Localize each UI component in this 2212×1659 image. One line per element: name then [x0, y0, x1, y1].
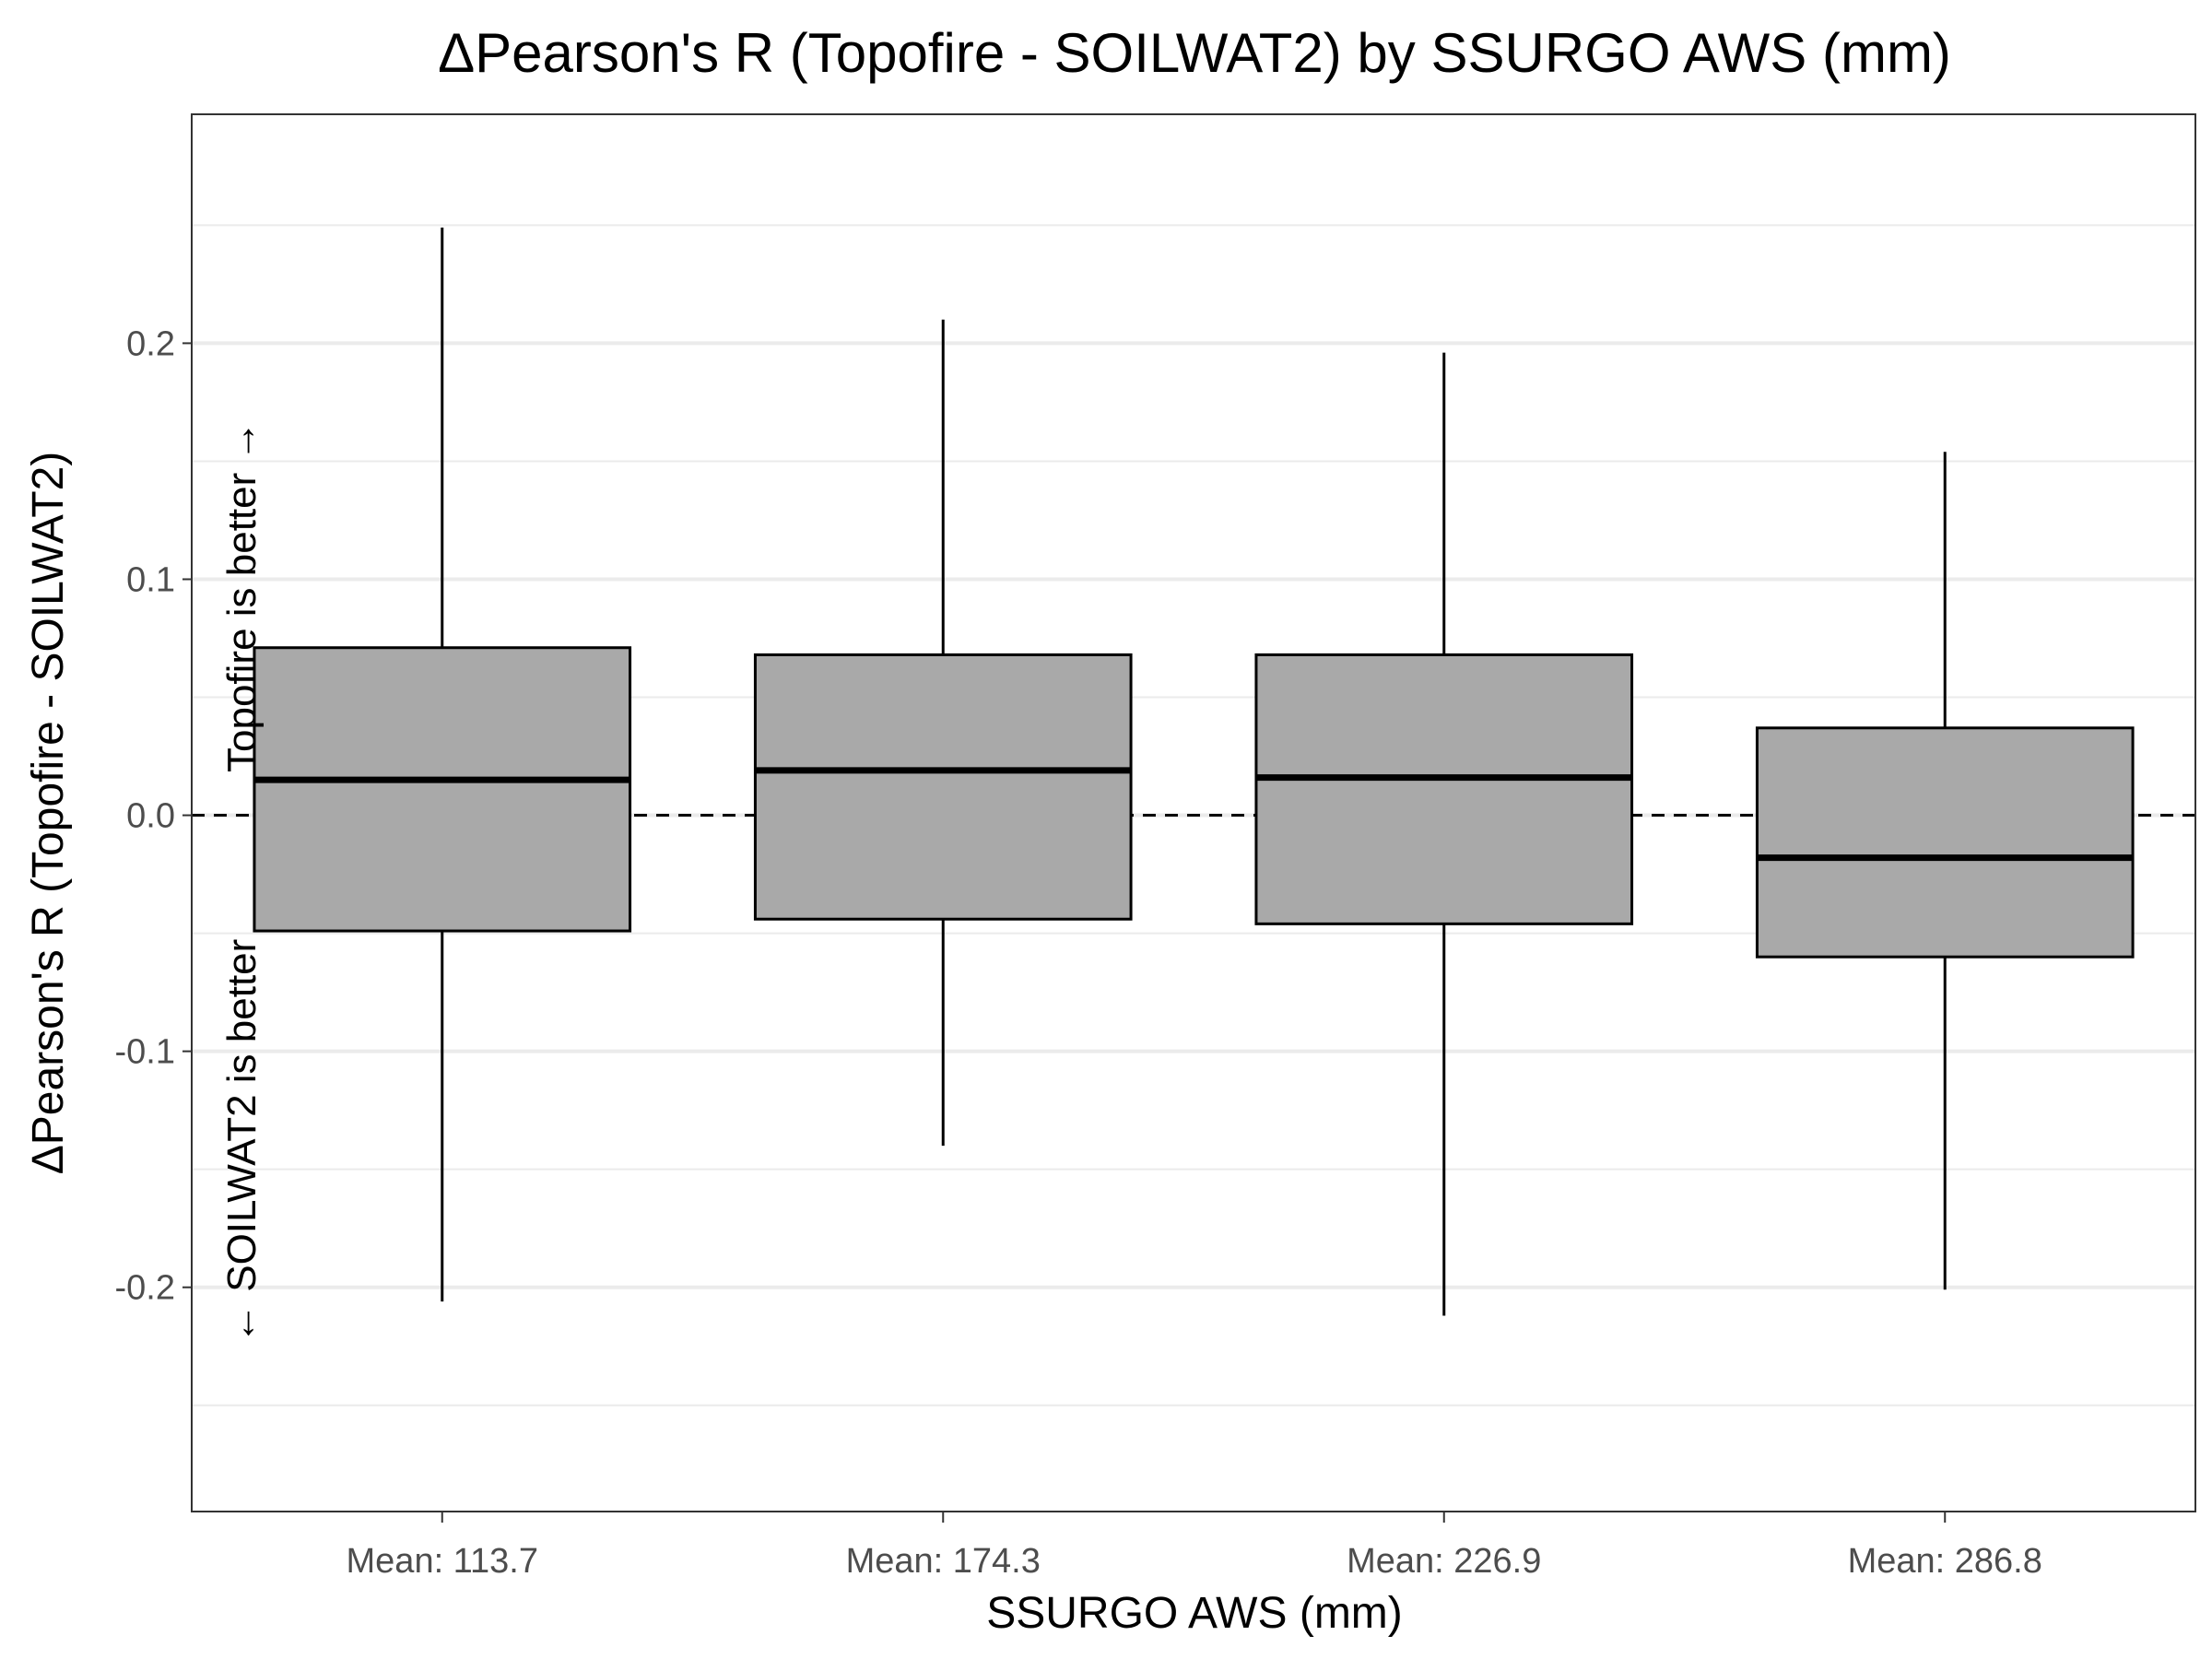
x-tick-label: Mean: 286.8 — [1848, 1542, 2042, 1581]
x-axis: Mean: 113.7 Mean: 174.3 Mean: 226.9 Mean: 2… — [347, 1512, 2042, 1581]
x-tick-label: Mean: 174.3 — [846, 1542, 1041, 1581]
box-group — [1755, 452, 2135, 1290]
box-plots — [253, 227, 2135, 1316]
y-tick-label: -0.2 — [115, 1269, 175, 1308]
box-group — [253, 227, 632, 1302]
plot-panel-border — [191, 113, 2196, 1512]
box-iqr — [1254, 653, 1634, 925]
box-iqr — [253, 646, 632, 933]
y-tick-label: -0.1 — [115, 1033, 175, 1072]
box-group — [753, 319, 1133, 1147]
annotation-soilwat2-better: ← SOILWAT2 is better — [219, 939, 265, 1344]
box-iqr — [1755, 726, 2135, 959]
y-axis-title: ΔPearson's R (Topofire - SOILWAT2) — [24, 452, 73, 1175]
x-tick-label: Mean: 226.9 — [1347, 1542, 1541, 1581]
y-axis: -0.2 -0.1 0.0 0.1 0.2 — [115, 324, 192, 1308]
box-group — [1254, 352, 1634, 1316]
x-tick-label: Mean: 113.7 — [347, 1542, 538, 1581]
box-iqr — [753, 653, 1133, 921]
annotation-topofire-better: Topofire is better → — [219, 421, 265, 773]
y-tick-label: 0.2 — [126, 324, 175, 363]
chart-title: ΔPearson's R (Topofire - SOILWAT2) by SS… — [438, 22, 1951, 84]
y-tick-label: 0.0 — [126, 797, 175, 836]
x-axis-title: SSURGO AWS (mm) — [986, 1589, 1403, 1638]
y-tick-label: 0.1 — [126, 560, 175, 599]
